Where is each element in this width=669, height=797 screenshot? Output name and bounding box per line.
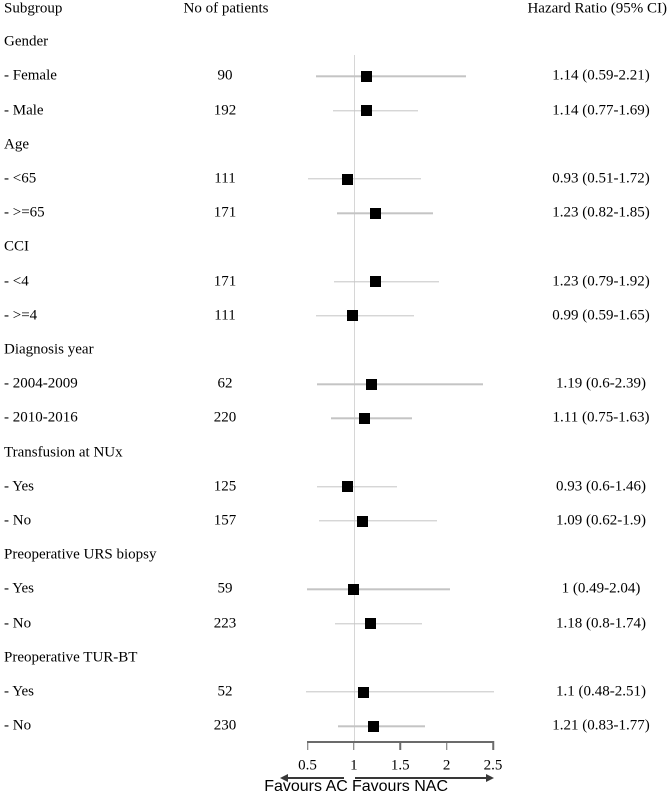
subgroup-label: - No [4, 512, 32, 529]
patients-count: 220 [213, 409, 237, 426]
patients-count: 62 [217, 375, 233, 392]
group-label: Preoperative TUR-BT [4, 649, 138, 666]
favours-ac-arrow-head-icon [280, 774, 288, 782]
axis-tick [353, 741, 355, 750]
ci-line [338, 725, 426, 727]
hr-ci-text: 1.11 (0.75-1.63) [552, 409, 650, 426]
hr-point-marker [367, 720, 379, 732]
axis-tick-label: 0.5 [298, 757, 317, 774]
subgroup-label: - Male [4, 102, 44, 119]
hr-point-marker [361, 105, 373, 117]
axis-tick-label: 1 [350, 757, 358, 774]
axis-tick [445, 741, 448, 750]
group-label: CCI [4, 238, 30, 255]
subgroup-label: - >=65 [4, 204, 45, 221]
hr-ci-text: 1.23 (0.79-1.92) [552, 273, 650, 290]
hr-point-marker [365, 618, 377, 630]
hr-1-reference-line [354, 55, 355, 741]
hr-ci-text: 0.99 (0.59-1.65) [552, 307, 650, 324]
subgroup-label: - <4 [4, 273, 29, 290]
patients-count: 192 [213, 102, 237, 119]
axis-tick-label: 2.5 [483, 757, 503, 774]
axis-tick-label: 1.5 [390, 757, 410, 774]
axis-tick [399, 741, 401, 750]
hr-point-marker [348, 583, 360, 595]
hr-point-marker [365, 378, 377, 390]
group-label: Gender [4, 33, 49, 50]
hr-ci-text: 1.14 (0.77-1.69) [552, 102, 650, 119]
ci-line [330, 417, 413, 420]
subgroup-label: - No [4, 717, 32, 734]
hr-ci-text: 1.09 (0.62-1.9) [556, 512, 646, 529]
ci-line [318, 520, 438, 522]
group-label: Transfusion at NUx [4, 444, 123, 461]
subgroup-label: - Female [4, 67, 57, 84]
hr-point-marker [369, 207, 381, 219]
favours-ac-label: Favours AC [264, 778, 348, 795]
ci-line [335, 622, 423, 625]
patients-count: 230 [213, 717, 237, 734]
ci-line [337, 212, 433, 214]
subgroup-label: - 2010-2016 [4, 409, 78, 426]
subgroup-label: - 2004-2009 [4, 375, 78, 392]
favours-nac-arrow-line [355, 777, 489, 779]
axis-tick [492, 741, 494, 750]
subgroup-label: - >=4 [4, 307, 38, 324]
patients-count: 111 [214, 170, 236, 187]
ci-line [315, 75, 467, 78]
ci-line [334, 280, 440, 283]
ci-line [332, 109, 418, 112]
hr-ci-text: 1.19 (0.6-2.39) [556, 375, 646, 392]
patients-count: 52 [217, 683, 233, 700]
group-label: Age [4, 136, 29, 153]
hr-ci-text: 1.21 (0.83-1.77) [552, 717, 650, 734]
column-header-patients: No of patients [183, 0, 269, 17]
hr-ci-text: 1.18 (0.8-1.74) [556, 615, 646, 632]
axis-tick [306, 741, 309, 750]
patients-count: 171 [213, 273, 237, 290]
patients-count: 90 [217, 67, 233, 84]
group-label: Preoperative URS biopsy [4, 546, 157, 563]
column-header-hazard-ratio: Hazard Ratio (95% CI) [527, 0, 667, 17]
subgroup-label: - Yes [4, 683, 35, 700]
hr-ci-text: 0.93 (0.51-1.72) [552, 170, 650, 187]
ci-line [308, 178, 421, 180]
hr-point-marker [361, 70, 373, 82]
column-header-subgroup: Subgroup [4, 0, 63, 17]
ci-line [316, 383, 483, 385]
axis-tick-label: 2 [442, 757, 451, 774]
ci-line [305, 691, 494, 693]
ci-line [306, 588, 451, 591]
subgroup-label: - Yes [4, 580, 35, 597]
patients-count: 125 [213, 478, 237, 495]
hr-ci-text: 0.93 (0.6-1.46) [556, 478, 646, 495]
hr-point-marker [369, 276, 381, 288]
ci-line [316, 486, 397, 488]
favours-nac-arrow-head-icon [486, 774, 494, 782]
subgroup-label: - Yes [4, 478, 35, 495]
patients-count: 223 [213, 615, 237, 632]
hr-ci-text: 1 (0.49-2.04) [561, 580, 641, 597]
hr-point-marker [341, 481, 353, 493]
patients-count: 59 [217, 580, 233, 597]
subgroup-label: - No [4, 615, 32, 632]
patients-count: 111 [214, 307, 236, 324]
hr-point-marker [356, 515, 368, 527]
hr-point-marker [357, 686, 369, 698]
hr-point-marker [358, 412, 370, 424]
hr-point-marker [341, 173, 353, 185]
hr-ci-text: 1.23 (0.82-1.85) [552, 204, 650, 221]
favours-nac-label: Favours NAC [351, 778, 449, 795]
favours-ac-arrow-line [286, 777, 344, 779]
ci-line [315, 315, 415, 317]
hr-ci-text: 1.1 (0.48-2.51) [556, 683, 646, 700]
subgroup-label: - <65 [4, 170, 37, 187]
hr-point-marker [347, 310, 359, 322]
patients-count: 157 [213, 512, 237, 529]
hr-ci-text: 1.14 (0.59-2.21) [552, 67, 650, 84]
patients-count: 171 [213, 204, 237, 221]
group-label: Diagnosis year [4, 341, 94, 358]
